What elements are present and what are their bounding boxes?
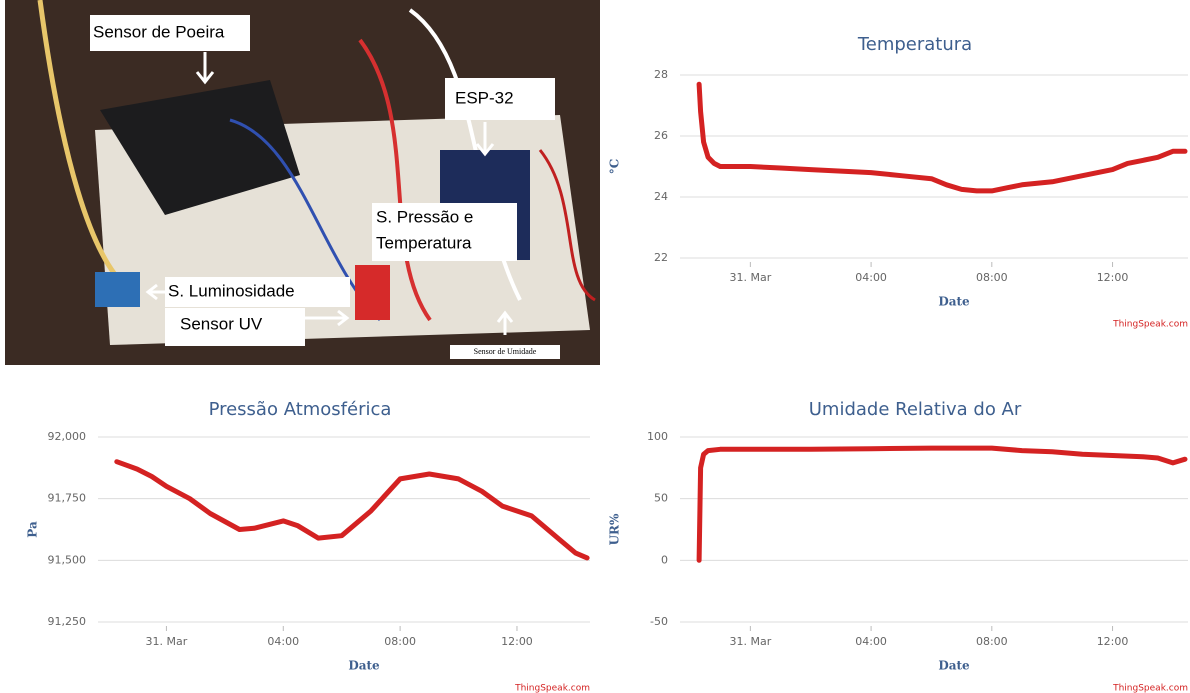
y-tick-label: 24 [654, 190, 668, 203]
credit: ThingSpeak.com [514, 684, 590, 693]
sensor-board [95, 272, 140, 307]
photo-label: Temperatura [376, 233, 472, 252]
x-axis-title: Date [348, 659, 380, 673]
x-tick-label: 31. Mar [146, 635, 188, 648]
y-tick-label: 28 [654, 68, 668, 81]
photo: Sensor de Poeira ESP-32 S. Pressão e Tem… [5, 0, 600, 365]
y-tick-label: 92,000 [48, 430, 87, 443]
x-tick-label: 12:00 [1097, 271, 1129, 284]
chart-title: Temperatura [857, 34, 972, 55]
y-tick-label: 26 [654, 129, 668, 142]
y-axis-title: UR% [608, 513, 622, 545]
x-tick-label: 12:00 [501, 635, 533, 648]
x-tick-label: 31. Mar [729, 271, 771, 284]
photo-label: S. Pressão e [376, 207, 473, 226]
credit: ThingSpeak.com [1112, 684, 1188, 693]
photo-label: Sensor de Umidade [474, 347, 537, 356]
x-tick-label: 04:00 [855, 271, 887, 284]
photo-label: ESP-32 [455, 88, 514, 107]
x-tick-label: 08:00 [384, 635, 416, 648]
y-axis-title: °C [608, 159, 622, 175]
x-tick-label: 08:00 [976, 635, 1008, 648]
page: Sensor de Poeira ESP-32 S. Pressão e Tem… [0, 0, 1190, 693]
photo-label: Sensor UV [180, 314, 263, 333]
data-line [117, 462, 587, 558]
photo-label: S. Luminosidade [168, 281, 295, 300]
y-tick-label: 50 [654, 492, 668, 505]
y-axis-title: Pa [26, 521, 40, 538]
y-tick-label: 91,500 [48, 553, 87, 566]
y-tick-label: 91,750 [48, 492, 87, 505]
x-axis-title: Date [938, 295, 970, 309]
data-line [699, 448, 1185, 560]
chart-title: Umidade Relativa do Ar [809, 399, 1022, 420]
sensor-board [355, 265, 390, 320]
x-tick-label: 08:00 [976, 271, 1008, 284]
data-line [699, 84, 1185, 191]
y-tick-label: 22 [654, 251, 668, 264]
x-tick-label: 31. Mar [729, 635, 771, 648]
y-tick-label: 91,250 [48, 615, 87, 628]
y-tick-label: -50 [650, 615, 668, 628]
credit: ThingSpeak.com [1112, 320, 1188, 330]
x-tick-label: 04:00 [855, 635, 887, 648]
y-tick-label: 100 [647, 430, 668, 443]
y-tick-label: 0 [661, 553, 668, 566]
x-tick-label: 12:00 [1097, 635, 1129, 648]
photo-label: Sensor de Poeira [93, 22, 225, 41]
chart-title: Pressão Atmosférica [209, 399, 392, 420]
x-axis-title: Date [938, 659, 970, 673]
x-tick-label: 04:00 [267, 635, 299, 648]
